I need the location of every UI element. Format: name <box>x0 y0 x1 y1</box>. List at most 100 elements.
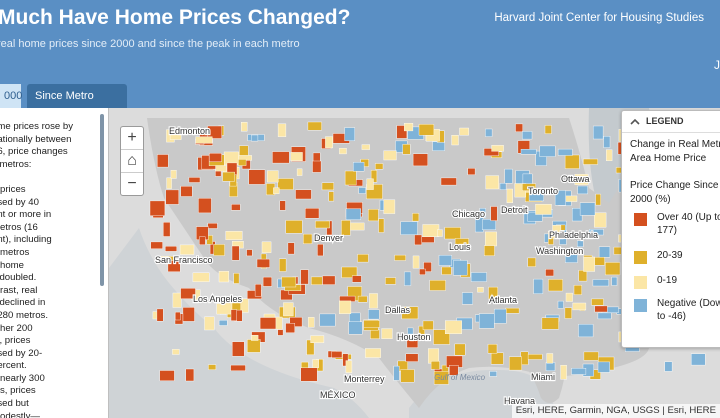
metro-area[interactable] <box>272 151 290 164</box>
metro-area[interactable] <box>394 254 407 261</box>
metro-area[interactable] <box>182 307 195 322</box>
metro-area[interactable] <box>578 323 594 338</box>
metro-area[interactable] <box>180 185 193 197</box>
metro-area[interactable] <box>506 188 513 204</box>
metro-area[interactable] <box>256 258 270 268</box>
metro-area[interactable] <box>393 365 400 381</box>
metro-area[interactable] <box>605 262 621 276</box>
metro-area[interactable] <box>174 311 181 321</box>
metro-area[interactable] <box>499 182 507 190</box>
metro-area[interactable] <box>232 341 245 357</box>
metro-area[interactable] <box>331 351 343 358</box>
metro-area[interactable] <box>279 258 287 272</box>
metro-area[interactable] <box>449 365 459 376</box>
metro-area[interactable] <box>317 243 324 257</box>
metro-area[interactable] <box>592 279 609 287</box>
metro-area[interactable] <box>300 269 309 285</box>
metro-area[interactable] <box>322 275 336 285</box>
metro-area[interactable] <box>306 339 315 356</box>
metro-area[interactable] <box>370 329 380 340</box>
metro-area[interactable] <box>422 320 434 330</box>
metro-area[interactable] <box>606 149 613 162</box>
metro-area[interactable] <box>216 303 233 315</box>
metro-area[interactable] <box>285 220 303 234</box>
metro-area[interactable] <box>595 193 601 206</box>
metro-area[interactable] <box>311 276 323 285</box>
metro-area[interactable] <box>195 136 213 144</box>
chevron-up-icon[interactable] <box>630 117 640 127</box>
metro-area[interactable] <box>522 131 533 140</box>
metro-area[interactable] <box>295 189 312 200</box>
metro-area[interactable] <box>402 144 411 155</box>
metro-area[interactable] <box>467 168 476 175</box>
metro-area[interactable] <box>548 279 563 292</box>
metro-area[interactable] <box>400 221 418 235</box>
metro-area[interactable] <box>315 220 330 229</box>
metro-area[interactable] <box>418 124 435 136</box>
metro-area[interactable] <box>230 309 238 322</box>
metro-area[interactable] <box>358 187 366 194</box>
metro-area[interactable] <box>552 224 562 239</box>
metro-area[interactable] <box>490 206 498 221</box>
metro-area[interactable] <box>192 272 210 283</box>
metro-area[interactable] <box>218 320 228 326</box>
metro-area[interactable] <box>470 272 487 282</box>
metro-area[interactable] <box>527 257 536 267</box>
zoom-out-button[interactable]: − <box>127 175 137 192</box>
metro-area[interactable] <box>594 212 607 228</box>
metro-area[interactable] <box>352 162 365 172</box>
metro-area[interactable] <box>328 191 334 202</box>
metro-area[interactable] <box>366 178 374 190</box>
metro-area[interactable] <box>451 135 459 146</box>
metro-area[interactable] <box>533 278 544 294</box>
metro-area[interactable] <box>477 286 484 293</box>
metro-area[interactable] <box>597 312 612 320</box>
metro-area[interactable] <box>163 222 171 237</box>
metro-area[interactable] <box>429 279 446 291</box>
metro-area[interactable] <box>312 152 321 163</box>
metro-area[interactable] <box>246 249 253 257</box>
zoom-in-button[interactable]: + <box>121 127 143 150</box>
metro-area[interactable] <box>172 292 182 308</box>
metro-area[interactable] <box>277 329 284 336</box>
metro-area[interactable] <box>308 317 315 328</box>
metro-area[interactable] <box>583 256 595 272</box>
metro-area[interactable] <box>361 144 370 150</box>
metro-area[interactable] <box>303 233 313 244</box>
metro-area[interactable] <box>312 359 319 368</box>
metro-area[interactable] <box>565 195 578 202</box>
metro-area[interactable] <box>345 360 353 373</box>
metro-area[interactable] <box>341 266 358 278</box>
metro-area[interactable] <box>266 170 279 183</box>
metro-area[interactable] <box>404 271 412 286</box>
side-panel-scrollbar[interactable] <box>100 114 104 286</box>
metro-area[interactable] <box>565 253 578 263</box>
metro-area[interactable] <box>522 183 536 191</box>
metro-area[interactable] <box>166 177 172 189</box>
metro-area[interactable] <box>454 343 466 356</box>
metro-area[interactable] <box>239 145 249 157</box>
metro-area[interactable] <box>296 168 303 176</box>
metro-area[interactable] <box>150 241 163 249</box>
metro-area[interactable] <box>325 136 333 149</box>
metro-area[interactable] <box>545 268 555 277</box>
metro-area[interactable] <box>527 211 543 222</box>
metro-area[interactable] <box>565 292 573 302</box>
metro-area[interactable] <box>383 199 396 214</box>
metro-area[interactable] <box>412 153 429 167</box>
metro-area[interactable] <box>441 266 452 275</box>
legend-header[interactable]: LEGEND <box>622 111 720 133</box>
metro-area[interactable] <box>383 150 397 161</box>
metro-area[interactable] <box>571 368 587 375</box>
metro-area[interactable] <box>527 354 543 360</box>
metro-area[interactable] <box>603 136 611 148</box>
metro-area[interactable] <box>365 348 381 358</box>
metro-area[interactable] <box>339 148 347 155</box>
metro-area[interactable] <box>418 325 425 340</box>
metro-area[interactable] <box>248 169 266 185</box>
metro-area[interactable] <box>487 343 498 354</box>
metro-area[interactable] <box>453 260 468 276</box>
metro-area[interactable] <box>541 317 559 330</box>
metro-area[interactable] <box>544 125 552 134</box>
metro-area[interactable] <box>591 298 604 306</box>
